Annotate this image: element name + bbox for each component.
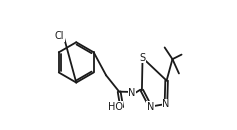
Text: Cl: Cl bbox=[55, 31, 64, 41]
Text: N: N bbox=[162, 99, 170, 109]
Text: N: N bbox=[128, 88, 136, 98]
Text: N: N bbox=[147, 102, 154, 112]
Text: S: S bbox=[140, 53, 146, 63]
Text: HO: HO bbox=[108, 102, 123, 112]
